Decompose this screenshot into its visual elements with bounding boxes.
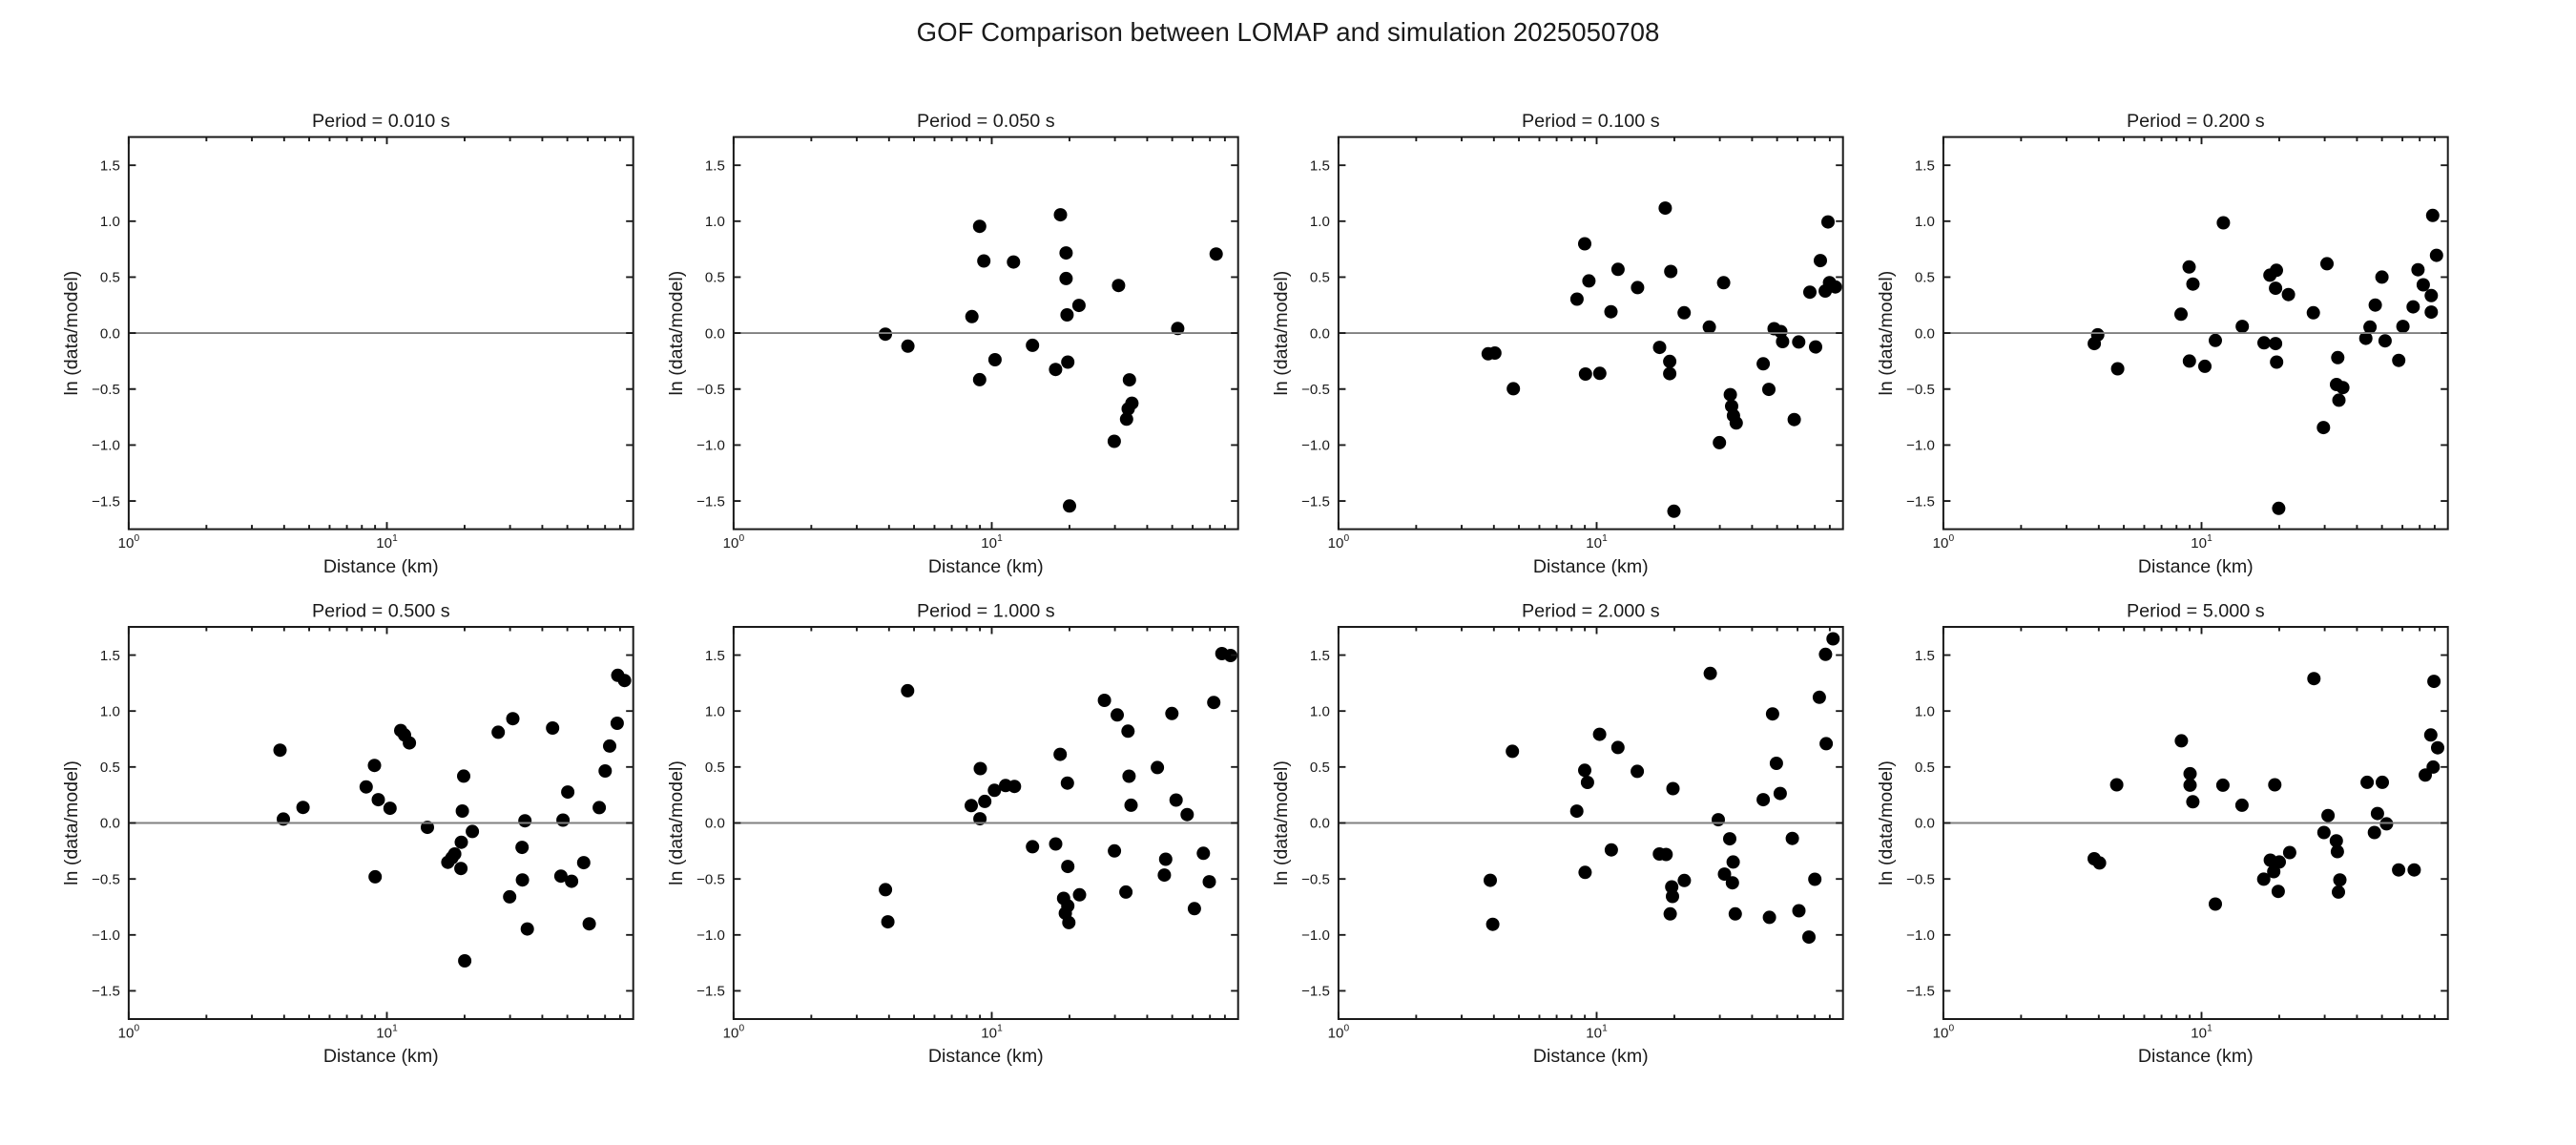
- svg-text:0.0: 0.0: [100, 325, 120, 342]
- svg-text:ln (data/model): ln (data/model): [666, 760, 687, 885]
- svg-text:ln (data/model): ln (data/model): [1271, 271, 1292, 396]
- svg-text:Period = 1.000 s: Period = 1.000 s: [917, 601, 1055, 622]
- svg-text:1.5: 1.5: [1915, 648, 1935, 664]
- svg-text:Period = 2.000 s: Period = 2.000 s: [1522, 601, 1660, 622]
- svg-text:1.5: 1.5: [100, 157, 120, 174]
- svg-text:0.0: 0.0: [705, 325, 725, 342]
- svg-text:−1.0: −1.0: [1301, 438, 1330, 454]
- svg-text:−1.0: −1.0: [1301, 927, 1330, 944]
- svg-text:0.5: 0.5: [1310, 270, 1330, 286]
- svg-text:−0.5: −0.5: [1301, 871, 1330, 887]
- svg-text:0.5: 0.5: [100, 760, 120, 776]
- svg-text:−1.0: −1.0: [1906, 927, 1935, 944]
- svg-text:−1.5: −1.5: [92, 493, 120, 510]
- svg-text:1.0: 1.0: [705, 214, 725, 230]
- svg-text:1.0: 1.0: [1915, 703, 1935, 719]
- svg-text:Distance (km): Distance (km): [1533, 556, 1649, 577]
- svg-text:Distance (km): Distance (km): [928, 556, 1044, 577]
- svg-text:1.0: 1.0: [100, 703, 120, 719]
- svg-text:ln (data/model): ln (data/model): [666, 271, 687, 396]
- svg-text:0.5: 0.5: [100, 270, 120, 286]
- svg-text:−1.5: −1.5: [1906, 493, 1935, 510]
- svg-text:Period = 0.500 s: Period = 0.500 s: [312, 601, 450, 622]
- svg-text:−1.5: −1.5: [1301, 493, 1330, 510]
- svg-text:−0.5: −0.5: [92, 382, 120, 398]
- svg-text:Period = 0.100 s: Period = 0.100 s: [1522, 111, 1660, 132]
- svg-text:0.5: 0.5: [1915, 760, 1935, 776]
- svg-text:0.0: 0.0: [1915, 816, 1935, 832]
- svg-text:0.5: 0.5: [705, 270, 725, 286]
- svg-text:−1.5: −1.5: [1906, 984, 1935, 1000]
- svg-text:−1.5: −1.5: [696, 984, 725, 1000]
- svg-text:ln (data/model): ln (data/model): [1876, 271, 1897, 396]
- svg-text:Period = 5.000 s: Period = 5.000 s: [2127, 601, 2265, 622]
- svg-text:−1.0: −1.0: [92, 438, 120, 454]
- svg-text:1.0: 1.0: [1310, 703, 1330, 719]
- svg-text:1.5: 1.5: [1915, 157, 1935, 174]
- svg-text:−1.0: −1.0: [1906, 438, 1935, 454]
- svg-text:0.5: 0.5: [705, 760, 725, 776]
- svg-text:ln (data/model): ln (data/model): [61, 760, 82, 885]
- svg-text:Distance (km): Distance (km): [2138, 556, 2254, 577]
- svg-text:−1.5: −1.5: [696, 493, 725, 510]
- svg-text:−1.5: −1.5: [1301, 984, 1330, 1000]
- svg-text:1.5: 1.5: [705, 648, 725, 664]
- svg-text:0.0: 0.0: [705, 816, 725, 832]
- svg-text:0.5: 0.5: [1310, 760, 1330, 776]
- svg-text:Distance (km): Distance (km): [928, 1046, 1044, 1067]
- svg-text:1.0: 1.0: [705, 703, 725, 719]
- svg-text:0.0: 0.0: [1915, 325, 1935, 342]
- svg-text:−1.5: −1.5: [92, 984, 120, 1000]
- svg-text:1.5: 1.5: [1310, 157, 1330, 174]
- svg-text:0.0: 0.0: [1310, 816, 1330, 832]
- svg-text:−0.5: −0.5: [1906, 871, 1935, 887]
- svg-text:Period = 0.200 s: Period = 0.200 s: [2127, 111, 2265, 132]
- svg-text:−0.5: −0.5: [1301, 382, 1330, 398]
- svg-text:−0.5: −0.5: [1906, 382, 1935, 398]
- svg-text:−1.0: −1.0: [696, 438, 725, 454]
- svg-text:Distance (km): Distance (km): [1533, 1046, 1649, 1067]
- svg-text:ln (data/model): ln (data/model): [1271, 760, 1292, 885]
- svg-text:ln (data/model): ln (data/model): [1876, 760, 1897, 885]
- svg-text:Distance (km): Distance (km): [323, 556, 439, 577]
- svg-text:1.5: 1.5: [1310, 648, 1330, 664]
- svg-text:1.0: 1.0: [1310, 214, 1330, 230]
- svg-text:0.0: 0.0: [100, 816, 120, 832]
- svg-text:Distance (km): Distance (km): [323, 1046, 439, 1067]
- svg-text:−1.0: −1.0: [696, 927, 725, 944]
- svg-text:Distance (km): Distance (km): [2138, 1046, 2254, 1067]
- svg-text:1.5: 1.5: [100, 648, 120, 664]
- svg-text:ln (data/model): ln (data/model): [61, 271, 82, 396]
- svg-text:1.0: 1.0: [100, 214, 120, 230]
- svg-text:0.0: 0.0: [1310, 325, 1330, 342]
- svg-text:Period = 0.010 s: Period = 0.010 s: [312, 111, 450, 132]
- svg-text:−0.5: −0.5: [696, 382, 725, 398]
- svg-text:Period = 0.050 s: Period = 0.050 s: [917, 111, 1055, 132]
- svg-text:−1.0: −1.0: [92, 927, 120, 944]
- svg-text:1.5: 1.5: [705, 157, 725, 174]
- svg-text:1.0: 1.0: [1915, 214, 1935, 230]
- svg-text:GOF Comparison between LOMAP a: GOF Comparison between LOMAP and simulat…: [917, 17, 1660, 47]
- svg-text:−0.5: −0.5: [696, 871, 725, 887]
- svg-text:0.5: 0.5: [1915, 270, 1935, 286]
- svg-text:−0.5: −0.5: [92, 871, 120, 887]
